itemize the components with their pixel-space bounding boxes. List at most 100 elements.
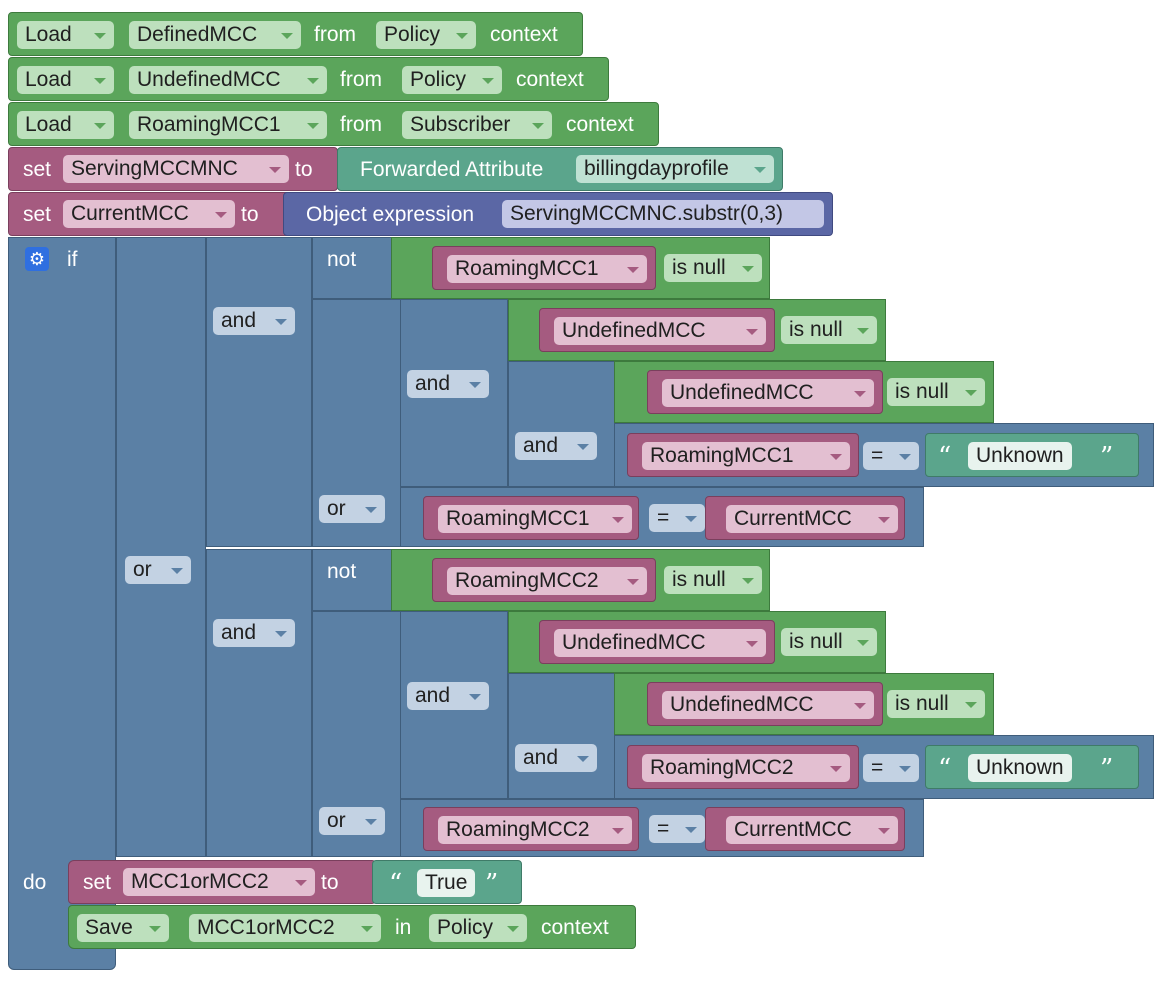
and-block-3[interactable]: and	[508, 361, 616, 487]
var-dropdown[interactable]: RoamingMCC1	[447, 255, 647, 283]
var-dropdown[interactable]: RoamingMCC2	[447, 567, 647, 595]
or-outer-dropdown[interactable]: or	[125, 556, 191, 584]
eq-dropdown[interactable]: =	[863, 754, 919, 782]
and-block-4[interactable]: or	[312, 611, 402, 857]
set-mcc1ormcc2-block[interactable]: set MCC1orMCC2 to	[68, 860, 376, 904]
is-null-block-roam2[interactable]: RoamingMCC2 is null	[391, 549, 770, 611]
and-block-6[interactable]: and	[508, 673, 616, 799]
var-dropdown[interactable]: UndefinedMCC	[554, 629, 766, 657]
gear-icon[interactable]: ⚙	[25, 247, 49, 271]
text-block-unknown[interactable]: “ Unknown ”	[925, 433, 1139, 477]
save-op-dropdown[interactable]: Save	[77, 914, 169, 942]
or-outer-block[interactable]: or	[116, 237, 206, 857]
set-var-dropdown[interactable]: MCC1orMCC2	[123, 868, 315, 896]
or-block-2[interactable]: and	[206, 549, 312, 857]
var-dropdown[interactable]: CurrentMCC	[726, 816, 898, 844]
and-dropdown[interactable]: and	[407, 682, 489, 710]
load-context-dropdown[interactable]: Policy	[402, 66, 502, 94]
and-block-1[interactable]: or	[312, 299, 402, 547]
var-dropdown[interactable]: RoamingMCC2	[642, 754, 850, 782]
var-block-undef[interactable]: UndefinedMCC	[539, 308, 775, 352]
and-block-2[interactable]: and	[400, 299, 508, 487]
load-op-dropdown[interactable]: Load	[17, 21, 114, 49]
eq-dropdown[interactable]: =	[863, 442, 919, 470]
and-dropdown[interactable]: and	[213, 307, 295, 335]
and-block-5[interactable]: and	[400, 611, 508, 799]
set-currentmcc-block[interactable]: set CurrentMCC to	[8, 192, 292, 236]
var-dropdown[interactable]: RoamingMCC1	[438, 505, 632, 533]
or-dropdown[interactable]: or	[319, 495, 385, 523]
var-block-undef[interactable]: UndefinedMCC	[647, 370, 883, 414]
eq-dropdown[interactable]: =	[649, 504, 705, 532]
var-block-roam2[interactable]: RoamingMCC2	[432, 558, 656, 602]
is-null-dropdown[interactable]: is null	[664, 566, 762, 594]
save-var-dropdown[interactable]: MCC1orMCC2	[189, 914, 381, 942]
var-dropdown[interactable]: UndefinedMCC	[554, 317, 766, 345]
attribute-dropdown[interactable]: billingdayprofile	[576, 155, 774, 183]
var-dropdown[interactable]: CurrentMCC	[726, 505, 898, 533]
var-block-undef[interactable]: UndefinedMCC	[647, 682, 883, 726]
is-null-block-roam1[interactable]: RoamingMCC1 is null	[391, 237, 770, 299]
load-block-3[interactable]: Load RoamingMCC1 from Subscriber context	[8, 102, 659, 146]
is-null-block-undef2[interactable]: UndefinedMCC is null	[614, 361, 994, 423]
expression-field[interactable]: ServingMCCMNC.substr(0,3)	[502, 200, 824, 228]
and-dropdown[interactable]: and	[407, 370, 489, 398]
set-serving-block[interactable]: set ServingMCCMNC to	[8, 147, 338, 191]
and-dropdown[interactable]: and	[213, 619, 295, 647]
text-value[interactable]: True	[417, 869, 476, 897]
var-block-current[interactable]: CurrentMCC	[705, 807, 905, 851]
load-var-dropdown[interactable]: DefinedMCC	[129, 21, 301, 49]
load-op-dropdown[interactable]: Load	[17, 66, 114, 94]
is-null-dropdown[interactable]: is null	[887, 690, 985, 718]
load-block-2[interactable]: Load UndefinedMCC from Policy context	[8, 57, 609, 101]
var-block-roam1[interactable]: RoamingMCC1	[432, 246, 656, 290]
var-dropdown[interactable]: UndefinedMCC	[662, 379, 874, 407]
compare-block-roam1-unknown[interactable]: RoamingMCC1 = “ Unknown ”	[614, 423, 1154, 487]
var-block-current[interactable]: CurrentMCC	[705, 496, 905, 540]
or-block-1[interactable]: and	[206, 237, 312, 547]
load-context-dropdown[interactable]: Subscriber	[402, 111, 552, 139]
and-dropdown[interactable]: and	[515, 744, 597, 772]
object-expression-block[interactable]: Object expression ServingMCCMNC.substr(0…	[283, 192, 833, 236]
var-dropdown[interactable]: UndefinedMCC	[662, 691, 874, 719]
or-label: or	[327, 497, 346, 520]
not-block-2[interactable]: not	[312, 549, 392, 611]
is-null-dropdown[interactable]: is null	[781, 316, 877, 344]
eq-dropdown[interactable]: =	[649, 815, 705, 843]
compare-block-roam2-unknown[interactable]: RoamingMCC2 = “ Unknown ”	[614, 735, 1154, 799]
or-dropdown[interactable]: or	[319, 807, 385, 835]
and-dropdown[interactable]: and	[515, 432, 597, 460]
load-block-1[interactable]: Load DefinedMCC from Policy context	[8, 12, 583, 56]
is-null-dropdown[interactable]: is null	[781, 628, 877, 656]
is-null-block-undef1[interactable]: UndefinedMCC is null	[508, 299, 886, 361]
is-null-dropdown[interactable]: is null	[887, 378, 985, 406]
set-var-dropdown[interactable]: CurrentMCC	[63, 200, 235, 228]
text-block-true[interactable]: “ True ”	[372, 860, 522, 904]
load-var-dropdown[interactable]: RoamingMCC1	[129, 111, 327, 139]
save-context-dropdown[interactable]: Policy	[429, 914, 527, 942]
if-do-block[interactable]: ⚙ if do	[8, 237, 116, 970]
compare-block-roam2-current[interactable]: RoamingMCC2 = CurrentMCC	[400, 799, 924, 857]
var-block-roam1[interactable]: RoamingMCC1	[627, 433, 859, 477]
text-value[interactable]: Unknown	[968, 442, 1072, 470]
chevron-down-icon	[899, 454, 911, 460]
load-op-dropdown[interactable]: Load	[17, 111, 114, 139]
var-block-roam2[interactable]: RoamingMCC2	[423, 807, 639, 851]
var-dropdown[interactable]: RoamingMCC2	[438, 816, 632, 844]
not-block-1[interactable]: not	[312, 237, 392, 299]
is-null-dropdown[interactable]: is null	[664, 254, 762, 282]
set-var-dropdown[interactable]: ServingMCCMNC	[63, 155, 289, 183]
var-dropdown[interactable]: RoamingMCC1	[642, 442, 850, 470]
load-var-dropdown[interactable]: UndefinedMCC	[129, 66, 327, 94]
var-block-roam2[interactable]: RoamingMCC2	[627, 745, 859, 789]
text-block-unknown[interactable]: “ Unknown ”	[925, 745, 1139, 789]
compare-block-roam1-current[interactable]: RoamingMCC1 = CurrentMCC	[400, 487, 924, 547]
load-context-dropdown[interactable]: Policy	[376, 21, 476, 49]
var-block-roam1[interactable]: RoamingMCC1	[423, 496, 639, 540]
var-block-undef[interactable]: UndefinedMCC	[539, 620, 775, 664]
save-block[interactable]: Save MCC1orMCC2 in Policy context	[68, 905, 636, 949]
is-null-block-undef4[interactable]: UndefinedMCC is null	[614, 673, 994, 735]
forwarded-attribute-block[interactable]: Forwarded Attribute billingdayprofile	[337, 147, 783, 191]
text-value[interactable]: Unknown	[968, 754, 1072, 782]
is-null-block-undef3[interactable]: UndefinedMCC is null	[508, 611, 886, 673]
